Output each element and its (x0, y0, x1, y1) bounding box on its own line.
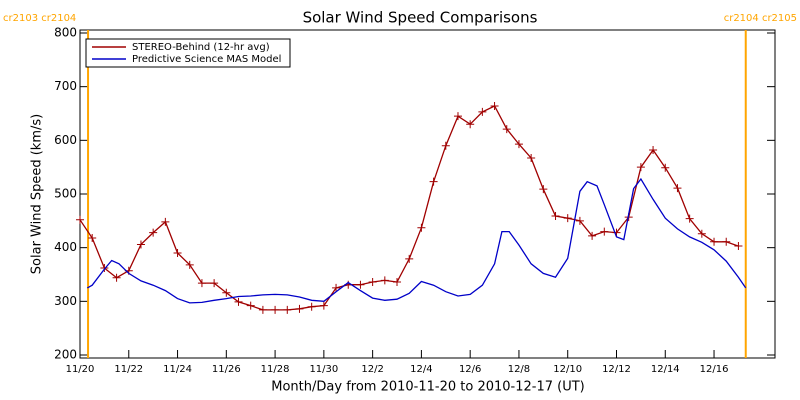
point-marker (271, 305, 280, 314)
point-marker (149, 228, 158, 237)
point-marker (307, 302, 316, 311)
x-tick-label: 12/14 (651, 364, 680, 375)
point-marker (514, 140, 523, 149)
point-marker (600, 227, 609, 236)
point-marker (673, 184, 682, 193)
point-marker (136, 240, 145, 249)
point-marker (466, 120, 475, 129)
point-marker (441, 141, 450, 150)
point-marker (685, 214, 694, 223)
point-marker (661, 163, 670, 172)
point-marker (417, 223, 426, 232)
legend-label: STEREO-Behind (12-hr avg) (132, 42, 270, 53)
point-marker (734, 242, 743, 251)
point-marker (88, 234, 97, 243)
point-marker (332, 283, 341, 292)
point-marker (563, 214, 572, 223)
y-tick-label: 700 (54, 79, 77, 93)
point-marker (405, 254, 414, 263)
x-tick-label: 12/10 (553, 364, 582, 375)
y-tick-label: 600 (54, 133, 77, 147)
point-marker (368, 278, 377, 287)
series-line (86, 177, 747, 304)
y-tick-label: 800 (54, 26, 77, 40)
point-marker (490, 101, 499, 110)
point-marker (100, 264, 109, 273)
x-tick-label: 11/30 (309, 364, 338, 375)
point-marker (575, 216, 584, 225)
point-marker (502, 125, 511, 134)
x-tick-label: 12/4 (410, 364, 432, 375)
legend-box (85, 38, 291, 68)
point-marker (295, 304, 304, 313)
y-tick-label: 200 (54, 348, 77, 362)
point-marker (112, 273, 121, 282)
x-axis-label: Month/Day from 2010-11-20 to 2010-12-17 … (271, 380, 584, 395)
x-tick-label: 12/12 (602, 364, 631, 375)
legend-label: Predictive Science MAS Model (132, 54, 281, 65)
point-marker (710, 237, 719, 246)
point-marker (234, 297, 243, 306)
point-marker (76, 215, 84, 224)
point-marker (453, 112, 462, 121)
point-marker (722, 237, 731, 246)
point-marker (185, 260, 194, 269)
point-marker (649, 145, 658, 154)
point-marker (380, 276, 389, 285)
point-marker (636, 163, 645, 172)
x-tick-label: 11/26 (212, 364, 241, 375)
point-marker (210, 279, 219, 288)
point-marker (246, 301, 255, 310)
x-tick-label: 12/6 (459, 364, 481, 375)
point-marker (356, 280, 365, 289)
chart-title: Solar Wind Speed Comparisons (303, 9, 538, 27)
point-marker (197, 279, 206, 288)
x-tick-label: 11/28 (261, 364, 290, 375)
point-marker (258, 305, 267, 314)
point-marker (393, 278, 402, 287)
point-marker (551, 212, 560, 221)
point-marker (539, 185, 548, 194)
y-tick-label: 400 (54, 240, 77, 254)
y-axis-label: Solar Wind Speed (km/s) (30, 114, 45, 274)
carrington-label: cr2103 cr2104 (3, 13, 76, 24)
point-marker (697, 229, 706, 238)
point-marker (161, 217, 170, 226)
point-marker (527, 154, 536, 163)
point-marker (319, 301, 328, 310)
point-marker (173, 249, 182, 258)
x-tick-label: 12/16 (700, 364, 729, 375)
point-marker (588, 231, 597, 240)
x-tick-label: 11/22 (114, 364, 143, 375)
x-tick-label: 12/8 (508, 364, 530, 375)
x-tick-label: 11/24 (163, 364, 192, 375)
point-marker (222, 288, 231, 297)
point-marker (478, 107, 487, 116)
y-tick-label: 500 (54, 187, 77, 201)
y-tick-label: 300 (54, 294, 77, 308)
point-marker (429, 177, 438, 186)
carrington-label: cr2104 cr2105 (724, 13, 797, 24)
x-tick-label: 11/20 (66, 364, 95, 375)
x-tick-label: 12/2 (361, 364, 383, 375)
point-marker (283, 305, 292, 314)
